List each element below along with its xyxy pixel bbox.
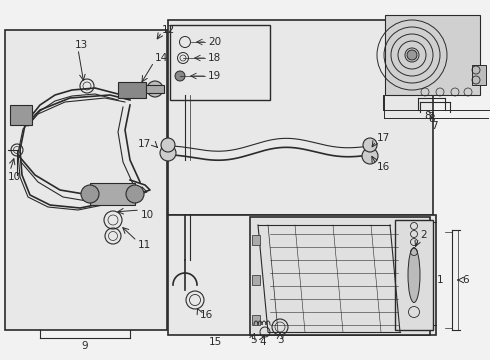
Circle shape: [160, 145, 176, 161]
Bar: [252, 275, 260, 285]
Bar: [90, 183, 135, 205]
Text: 8: 8: [429, 114, 435, 124]
Text: 7: 7: [431, 121, 437, 131]
Bar: [168, 215, 436, 335]
Text: 2: 2: [420, 230, 427, 240]
Bar: [168, 20, 433, 215]
Circle shape: [407, 50, 417, 60]
Circle shape: [175, 71, 185, 81]
Circle shape: [147, 81, 163, 97]
Text: 20: 20: [208, 37, 221, 47]
Text: 18: 18: [208, 53, 221, 63]
Bar: [252, 235, 260, 245]
Text: 9: 9: [82, 341, 88, 351]
Bar: [385, 15, 480, 95]
Circle shape: [81, 185, 99, 203]
Circle shape: [363, 138, 377, 152]
Text: 7: 7: [427, 112, 433, 122]
Circle shape: [126, 185, 144, 203]
Circle shape: [161, 138, 175, 152]
Bar: [10, 105, 32, 125]
Text: 19: 19: [208, 71, 221, 81]
Text: 11: 11: [138, 240, 151, 250]
Bar: [250, 217, 430, 335]
Text: 5: 5: [250, 335, 256, 345]
Bar: [252, 315, 260, 325]
Text: 16: 16: [200, 310, 213, 320]
Bar: [472, 65, 486, 85]
Bar: [395, 220, 433, 330]
Text: 6: 6: [462, 275, 468, 285]
Ellipse shape: [408, 248, 420, 302]
Text: 16: 16: [377, 162, 390, 172]
Text: 17: 17: [377, 133, 390, 143]
Circle shape: [362, 148, 378, 164]
Text: 4: 4: [260, 337, 266, 347]
Text: 12: 12: [162, 25, 175, 35]
Text: 14: 14: [155, 53, 168, 63]
Bar: [170, 25, 270, 100]
Text: 10: 10: [141, 210, 154, 220]
Text: 1: 1: [437, 275, 443, 285]
Bar: [5, 30, 167, 330]
Text: 8: 8: [425, 111, 431, 121]
Bar: [118, 82, 146, 98]
Text: 13: 13: [75, 40, 88, 50]
Text: 10: 10: [8, 172, 21, 182]
Text: 3: 3: [277, 335, 283, 345]
Text: 17: 17: [138, 139, 151, 149]
Bar: [146, 85, 164, 93]
Text: 15: 15: [208, 337, 221, 347]
